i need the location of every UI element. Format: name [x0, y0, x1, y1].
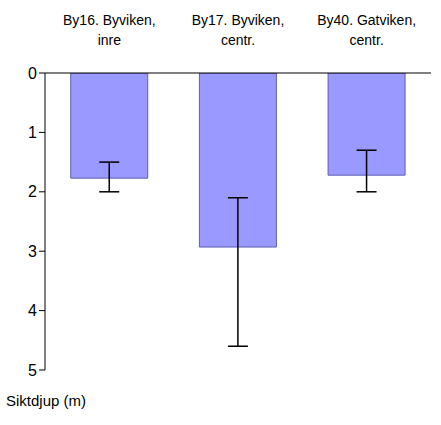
- svg-text:2: 2: [28, 183, 37, 200]
- svg-text:4: 4: [28, 302, 37, 319]
- html-text:Siktdjup (m): Siktdjup (m): [6, 392, 86, 409]
- svg-text:By40. Gatviken,centr.: By40. Gatviken,centr.: [317, 12, 416, 48]
- svg-text:0: 0: [28, 65, 37, 82]
- svg-text:5: 5: [28, 362, 37, 379]
- svg-text:By16. Byviken,inre: By16. Byviken,inre: [63, 12, 156, 48]
- svg-text:1: 1: [28, 124, 37, 141]
- svg-text:By17. Byviken,centr.: By17. Byviken,centr.: [192, 12, 285, 48]
- svg-text:3: 3: [28, 243, 37, 260]
